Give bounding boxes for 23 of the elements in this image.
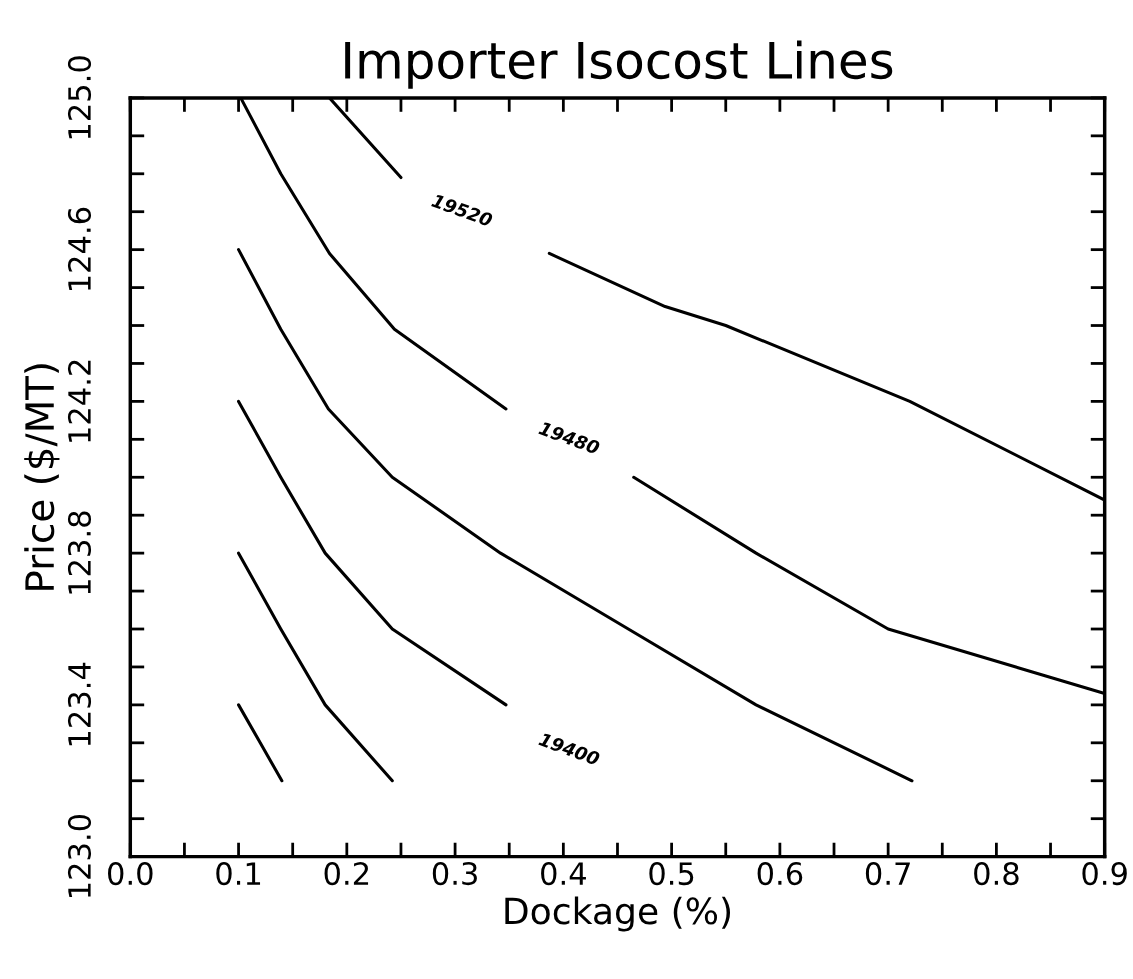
x-tick-label: 0.6 <box>757 862 803 886</box>
line-series <box>237 248 914 783</box>
line-series <box>237 551 394 783</box>
x-tick-label: 0.7 <box>865 862 910 886</box>
x-tick-label: 0.2 <box>324 862 369 886</box>
x-tick-label: 0.4 <box>541 862 586 886</box>
y-tick-label: 124.2 <box>67 360 91 442</box>
x-axis-title: Dockage (%) <box>505 896 731 932</box>
y-tick-label: 123.8 <box>67 511 92 594</box>
line-series <box>237 399 508 707</box>
x-tick-label: 0.0 <box>108 862 153 886</box>
y-tick-label: 124.6 <box>67 207 92 291</box>
x-tick-label: 0.1 <box>216 862 261 886</box>
x-tick-label: 0.8 <box>974 862 1019 886</box>
annotation: 19400 <box>538 732 601 766</box>
chart-title: Importer Isocost Lines <box>345 40 893 89</box>
x-tick-label: 0.9 <box>1082 862 1127 886</box>
y-tick-label: 125.0 <box>67 56 92 139</box>
y-tick-label: 123.0 <box>67 814 92 898</box>
x-tick-label: 0.3 <box>432 862 477 886</box>
y-axis-title: Price ($/MT) <box>24 364 60 590</box>
y-tick-label: 123.4 <box>67 662 92 746</box>
x-tick-label: 0.5 <box>649 862 694 886</box>
